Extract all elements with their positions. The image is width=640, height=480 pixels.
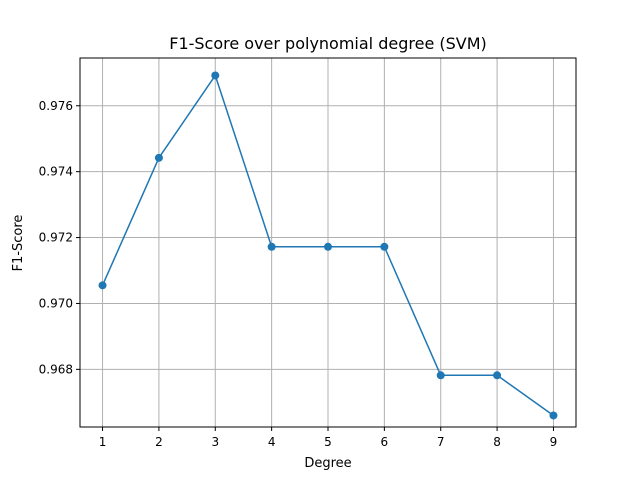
data-point xyxy=(267,242,276,251)
x-tick-label: 3 xyxy=(211,435,219,449)
x-tick-label: 8 xyxy=(493,435,501,449)
x-tick-label: 7 xyxy=(437,435,445,449)
x-tick-label: 9 xyxy=(550,435,558,449)
y-tick-label: 0.976 xyxy=(39,99,73,113)
x-tick-label: 5 xyxy=(324,435,332,449)
y-tick-label: 0.968 xyxy=(39,362,73,376)
x-tick-label: 1 xyxy=(99,435,107,449)
plot-area: 1 2 3 4 5 6 7 8 9 0.968 0.970 0.972 0.974 0.976 xyxy=(39,57,577,449)
data-point xyxy=(211,71,220,80)
y-axis-label: F1-Score xyxy=(11,215,26,272)
y-tick-label: 0.972 xyxy=(39,231,73,245)
data-point xyxy=(98,281,107,290)
data-point xyxy=(493,371,502,380)
x-tick-label: 4 xyxy=(268,435,276,449)
y-tick-label: 0.974 xyxy=(39,165,73,179)
data-point xyxy=(436,371,445,380)
x-axis-label: Degree xyxy=(304,456,351,471)
x-tick-label: 6 xyxy=(381,435,389,449)
x-axis-ticks: 1 2 3 4 5 6 7 8 9 xyxy=(99,427,558,449)
data-point xyxy=(549,411,558,420)
chart-title: F1-Score over polynomial degree (SVM) xyxy=(169,34,487,53)
grid xyxy=(80,58,576,427)
y-tick-label: 0.970 xyxy=(39,296,73,310)
data-point xyxy=(324,242,332,251)
x-tick-label: 2 xyxy=(155,435,163,449)
data-point xyxy=(380,242,389,251)
y-axis-ticks: 0.968 0.970 0.972 0.974 0.976 xyxy=(39,99,80,376)
data-point xyxy=(154,153,163,162)
series-layer xyxy=(98,71,558,420)
